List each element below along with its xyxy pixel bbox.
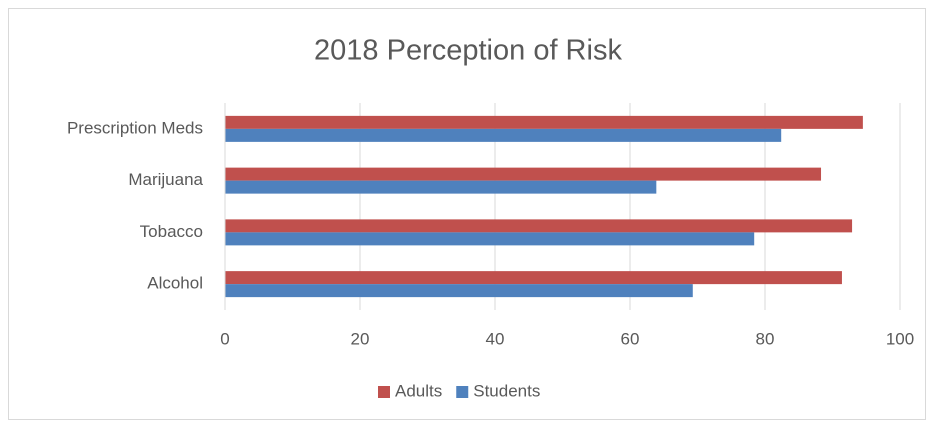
y-tick-label: Tobacco bbox=[140, 222, 203, 241]
x-tick-label: 20 bbox=[351, 329, 370, 348]
x-tick-label: 40 bbox=[486, 329, 505, 348]
x-tick-label: 60 bbox=[621, 329, 640, 348]
bar bbox=[225, 128, 782, 142]
bar bbox=[225, 180, 657, 194]
x-tick-label: 0 bbox=[220, 329, 229, 348]
bar bbox=[225, 115, 863, 129]
bar bbox=[225, 219, 853, 233]
chart-frame bbox=[8, 8, 926, 420]
legend-swatch bbox=[456, 386, 469, 398]
bar bbox=[225, 271, 842, 285]
y-tick-label: Alcohol bbox=[147, 274, 203, 293]
legend-swatch bbox=[378, 386, 390, 398]
legend-label: Adults bbox=[395, 381, 442, 400]
bar bbox=[225, 167, 822, 181]
bar bbox=[225, 284, 693, 298]
x-tick-label: 80 bbox=[756, 329, 775, 348]
x-tick-label: 100 bbox=[886, 329, 914, 348]
y-tick-label: Prescription Meds bbox=[67, 118, 203, 137]
chart-title: 2018 Perception of Risk bbox=[314, 35, 622, 67]
y-tick-label: Marijuana bbox=[128, 170, 203, 189]
legend-label: Students bbox=[473, 381, 540, 400]
bar bbox=[225, 232, 755, 246]
